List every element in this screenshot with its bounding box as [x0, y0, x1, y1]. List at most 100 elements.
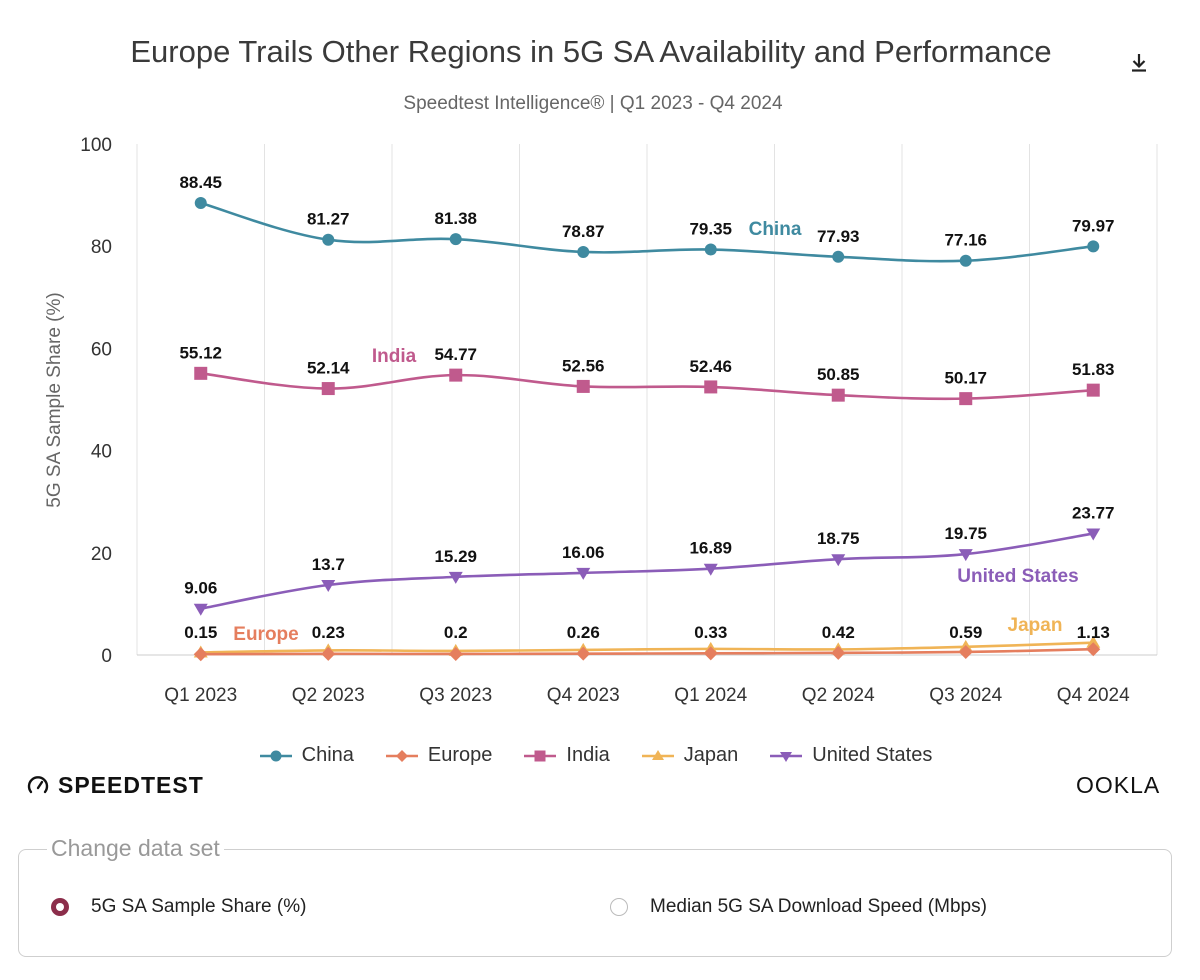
y-tick-label: 0	[101, 646, 112, 667]
series-line-united-states	[200, 532, 1094, 610]
data-point-india	[576, 379, 590, 393]
line-chart: 0 20 40 60 80 100 Q1 2023 Q2 2023 Q3 2023 Q4 2023…	[44, 135, 1158, 706]
data-point-europe	[448, 646, 463, 661]
data-point-united-states	[448, 571, 463, 584]
data-point-india	[321, 382, 335, 396]
series-annotation-japan: Japan	[1008, 615, 1063, 636]
x-tick-label: Q2 2024	[802, 685, 875, 706]
data-label-europe: 0.42	[822, 623, 855, 642]
option-download-speed-label: Median 5G SA Download Speed (Mbps)	[650, 896, 987, 917]
data-label-united-states: 19.75	[944, 524, 987, 543]
data-point-united-states	[321, 579, 336, 592]
data-label-china: 77.16	[944, 231, 987, 250]
data-label-europe: 0.23	[312, 623, 345, 642]
option-sample-share-label: 5G SA Sample Share (%)	[91, 896, 307, 917]
data-label-india: 51.83	[1072, 360, 1115, 379]
radio-selected-icon[interactable]	[51, 898, 69, 916]
series-annotation-china: China	[749, 219, 802, 240]
legend-label-europe: Europe	[427, 744, 493, 766]
x-tick-label: Q3 2023	[419, 685, 492, 706]
data-point-europe	[576, 646, 591, 661]
y-tick-label: 100	[80, 135, 112, 156]
y-tick-label: 40	[91, 442, 112, 463]
speedtest-wordmark: SPEEDTEST	[58, 772, 204, 798]
legend-item-china[interactable]: China	[258, 744, 354, 767]
series-line-japan	[200, 641, 1094, 654]
legend-swatch-india	[524, 750, 557, 761]
chart-legend: China Europe India Japan United States	[0, 744, 1190, 767]
data-point-united-states	[193, 603, 208, 616]
data-point-india	[194, 366, 208, 380]
data-label-china: 79.97	[1072, 216, 1115, 235]
data-point-united-states	[703, 563, 718, 576]
radio-unselected-icon[interactable]	[610, 898, 628, 916]
download-button[interactable]	[1122, 46, 1156, 78]
data-label-united-states: 23.77	[1072, 504, 1115, 523]
y-tick-label: 20	[91, 544, 112, 565]
legend-item-india[interactable]: India	[522, 744, 610, 767]
data-point-india	[831, 388, 845, 402]
data-label-china: 81.38	[434, 209, 477, 228]
legend-item-europe[interactable]: Europe	[384, 744, 493, 767]
option-sample-share[interactable]: 5G SA Sample Share (%)	[51, 896, 306, 918]
data-point-europe	[703, 646, 718, 661]
data-label-europe: 0.26	[567, 623, 600, 642]
data-label-india: 55.12	[179, 343, 222, 362]
data-point-europe	[193, 647, 208, 662]
x-tick-label: Q4 2024	[1057, 685, 1130, 706]
legend-item-japan[interactable]: Japan	[640, 744, 738, 767]
data-point-united-states	[576, 567, 591, 580]
speedtest-logo: SPEEDTEST	[26, 772, 204, 799]
data-point-india	[1086, 383, 1100, 397]
chart-subtitle: Speedtest Intelligence® | Q1 2023 - Q4 2…	[403, 93, 783, 114]
data-point-europe	[1086, 642, 1101, 657]
series-line-china	[200, 201, 1094, 263]
data-label-china: 79.35	[689, 220, 732, 239]
legend-marker	[534, 750, 546, 761]
data-point-europe	[831, 645, 846, 660]
data-label-china: 77.93	[817, 227, 860, 246]
data-label-india: 50.17	[944, 369, 987, 388]
legend-marker	[780, 751, 793, 762]
data-label-europe: 0.33	[694, 623, 727, 642]
data-point-china	[577, 245, 590, 258]
data-label-united-states: 15.29	[434, 547, 477, 566]
data-label-united-states: 16.06	[562, 543, 605, 562]
data-label-europe: 1.13	[1077, 623, 1110, 642]
data-point-china	[1087, 240, 1100, 253]
data-point-japan	[1086, 635, 1101, 648]
data-label-china: 78.87	[562, 222, 605, 241]
data-label-india: 54.77	[434, 345, 477, 364]
data-point-china	[449, 233, 462, 246]
x-tick-label: Q3 2024	[929, 685, 1002, 706]
data-label-china: 81.27	[307, 210, 350, 229]
dataset-selector: Change data set 5G SA Sample Share (%) M…	[18, 835, 1172, 957]
legend-label-united-states: United States	[812, 744, 933, 766]
data-label-europe: 0.2	[444, 623, 468, 642]
y-tick-label: 60	[91, 339, 112, 360]
legend-marker	[270, 750, 282, 761]
data-point-europe	[958, 644, 973, 659]
data-label-europe: 0.15	[184, 623, 217, 642]
data-point-china	[832, 250, 845, 263]
data-point-china	[322, 233, 335, 246]
legend-item-united-states[interactable]: United States	[768, 744, 932, 767]
legend-marker	[651, 749, 664, 760]
x-tick-label: Q1 2023	[164, 685, 237, 706]
data-point-china	[959, 254, 972, 267]
data-label-united-states: 18.75	[817, 529, 860, 548]
data-label-india: 50.85	[817, 365, 860, 384]
y-tick-label: 80	[91, 237, 112, 258]
series-line-europe	[200, 647, 1094, 656]
legend-swatch-japan	[641, 749, 674, 760]
data-point-united-states	[958, 549, 973, 562]
data-point-europe	[321, 646, 336, 661]
legend-swatch-united-states	[770, 751, 803, 762]
ookla-logo: OOKLA	[1076, 772, 1161, 798]
speedometer-icon	[27, 775, 49, 793]
y-axis-label: 5G SA Sample Share (%)	[44, 292, 65, 507]
data-label-united-states: 16.89	[689, 539, 732, 558]
option-download-speed[interactable]: Median 5G SA Download Speed (Mbps)	[610, 896, 987, 918]
data-point-india	[704, 380, 718, 394]
data-label-india: 52.46	[689, 357, 732, 376]
